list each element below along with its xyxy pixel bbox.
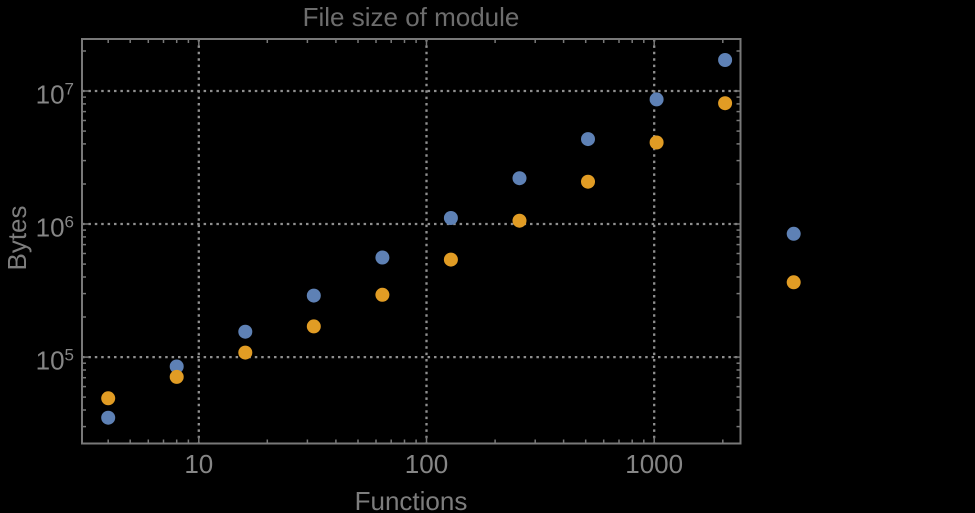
point-blue-x1024 — [649, 92, 664, 107]
plot-frame — [81, 38, 742, 445]
point-orange-x1024 — [649, 135, 664, 150]
x-axis-label: Functions — [355, 486, 468, 513]
point-blue-x64 — [375, 250, 390, 265]
point-blue-x4 — [101, 410, 116, 425]
point-blue-x16 — [238, 324, 253, 339]
point-orange-x512 — [581, 174, 595, 189]
gridlines — [82, 39, 741, 444]
point-blue-x2048 — [718, 53, 733, 67]
point-orange-x128 — [443, 252, 458, 267]
y-tick-label-10e6: 106 — [36, 213, 74, 243]
point-blue-x32 — [306, 288, 321, 303]
axis-ticks — [82, 39, 741, 444]
data-points — [101, 53, 801, 425]
point-orange-x2048 — [718, 96, 733, 111]
point-blue-x8 — [169, 359, 184, 374]
point-blue-x4096 — [786, 226, 801, 241]
point-blue-x512 — [581, 132, 595, 147]
point-orange-x32 — [306, 319, 321, 334]
x-tick-label-10: 10 — [184, 449, 213, 479]
point-orange-x4 — [101, 391, 116, 406]
point-blue-x128 — [443, 211, 458, 225]
y-axis-label: Bytes — [2, 205, 32, 270]
y-tick-labels: 105 106 107 — [36, 80, 74, 376]
point-orange-x8 — [169, 369, 184, 384]
x-tick-labels: 10 100 1000 — [184, 449, 683, 479]
y-tick-label-10e7: 107 — [36, 80, 74, 110]
chart-title: File size of module — [303, 2, 520, 32]
x-tick-label-100: 100 — [405, 449, 448, 479]
point-orange-x4096 — [786, 275, 801, 290]
point-orange-x256 — [512, 213, 527, 228]
y-tick-label-10e5: 105 — [36, 346, 74, 376]
x-tick-label-1000: 1000 — [625, 449, 683, 479]
point-orange-x16 — [238, 345, 253, 360]
point-blue-x256 — [512, 171, 527, 186]
point-orange-x64 — [375, 287, 390, 302]
